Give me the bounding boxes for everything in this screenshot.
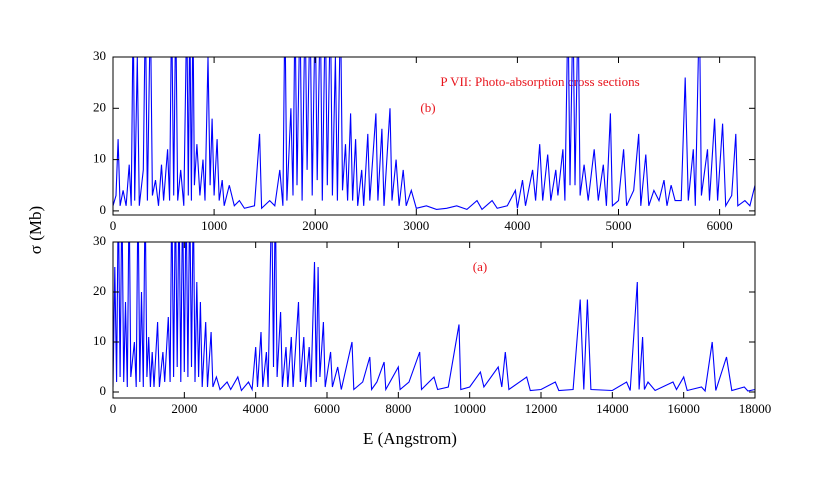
- y-tick-label: 10: [93, 151, 106, 166]
- y-axis-label: σ (Mb): [26, 206, 45, 254]
- y-tick-label: 20: [93, 99, 106, 114]
- x-tick-label: 6000: [707, 218, 733, 233]
- x-tick-label: 14000: [596, 401, 629, 416]
- spectrum-line: [113, 242, 755, 393]
- panel-label: (b): [420, 100, 435, 115]
- x-tick-label: 6000: [314, 401, 340, 416]
- panel-label: (a): [473, 259, 487, 274]
- y-tick-label: 0: [100, 202, 107, 217]
- y-tick-label: 30: [93, 48, 106, 63]
- y-tick-label: 10: [93, 333, 106, 348]
- x-tick-label: 10000: [453, 401, 486, 416]
- x-axis-label: E (Angstrom): [363, 429, 457, 448]
- x-tick-label: 8000: [385, 401, 411, 416]
- y-tick-label: 0: [100, 383, 107, 398]
- panel: 0 1000 2000 3000 4000 5000 6000 0 10 20 30: [93, 48, 756, 233]
- x-tick-label: 2000: [302, 218, 328, 233]
- x-tick-label: 3000: [403, 218, 429, 233]
- y-tick-label: 20: [93, 283, 106, 298]
- x-tick-label: 16000: [667, 401, 700, 416]
- chart-title: P VII: Photo-absorption cross sections: [440, 74, 639, 89]
- x-tick-label: 18000: [739, 401, 772, 416]
- plot-frame: [112, 241, 756, 399]
- y-tick-label: 30: [93, 233, 106, 248]
- x-tick-label: 4000: [243, 401, 269, 416]
- x-tick-label: 5000: [606, 218, 632, 233]
- x-tick-label: 1000: [201, 218, 227, 233]
- plot-frame: [112, 56, 756, 216]
- spectrum-line: [113, 57, 755, 211]
- x-tick-label: 0: [110, 218, 117, 233]
- panel: 0 2000 4000 6000 8000 10000 12000 14000 16000 180…: [93, 233, 772, 416]
- x-tick-label: 4000: [504, 218, 530, 233]
- x-tick-label: 0: [110, 401, 117, 416]
- x-tick-label: 2000: [171, 401, 197, 416]
- x-tick-label: 12000: [525, 401, 558, 416]
